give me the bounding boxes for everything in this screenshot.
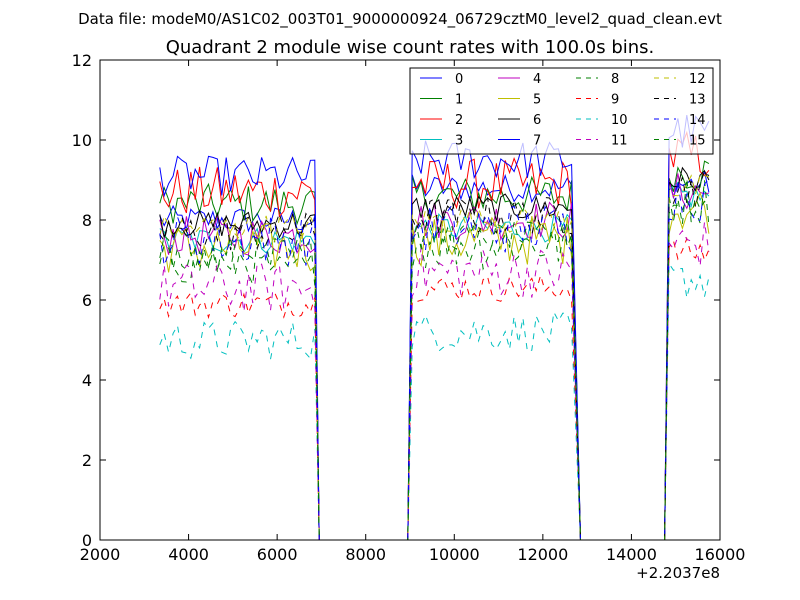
legend-label-13: 13 [689, 93, 706, 108]
chart-title: Quadrant 2 module wise count rates with … [166, 37, 655, 58]
x-offset-label: +2.2037e8 [636, 564, 720, 582]
series-line-12 [159, 174, 710, 540]
plot-area [159, 115, 710, 540]
series-line-3 [159, 181, 710, 540]
x-tick-label: 10000 [429, 545, 480, 564]
legend-label-6: 6 [533, 113, 541, 128]
x-tick-label: 16000 [695, 545, 746, 564]
legend-label-5: 5 [533, 93, 541, 108]
legend-label-11: 11 [611, 134, 628, 149]
y-tick-label: 6 [82, 291, 92, 310]
series-line-10 [159, 262, 710, 540]
x-tick-label: 6000 [257, 545, 298, 564]
series-line-8 [159, 178, 710, 540]
legend-label-7: 7 [533, 134, 541, 149]
legend-label-4: 4 [533, 72, 541, 87]
series-line-9 [159, 236, 710, 540]
series-line-15 [159, 197, 710, 540]
series-line-2 [159, 130, 710, 540]
y-tick-label: 4 [82, 371, 92, 390]
y-tick-label: 2 [82, 451, 92, 470]
x-tick-label: 8000 [345, 545, 386, 564]
y-tick-label: 10 [72, 131, 92, 150]
series-line-11 [159, 221, 710, 540]
series-line-4 [159, 173, 709, 540]
series-line-13 [159, 170, 710, 540]
legend-label-8: 8 [611, 72, 619, 87]
legend-label-15: 15 [689, 134, 706, 149]
axis-ticks: 2000 4000 6000 8000 10000 12000 14000 16000 0 2 4 6… [72, 51, 746, 564]
series-line-6 [159, 166, 710, 540]
legend-label-14: 14 [689, 113, 706, 128]
series-line-5 [159, 191, 710, 540]
x-tick-label: 14000 [606, 545, 657, 564]
series-line-1 [159, 160, 710, 540]
x-tick-label: 2000 [80, 545, 121, 564]
series-line-14 [159, 178, 710, 540]
y-tick-label: 12 [72, 51, 92, 70]
y-tick-label: 8 [82, 211, 92, 230]
x-tick-label: 12000 [517, 545, 568, 564]
legend-label-3: 3 [455, 134, 463, 149]
data-file-header: Data file: modeM0/AS1C02_003T01_90000009… [78, 10, 722, 29]
legend-label-10: 10 [611, 113, 628, 128]
legend-label-0: 0 [455, 72, 463, 87]
series-line-7 [159, 115, 710, 540]
y-tick-label: 0 [82, 531, 92, 550]
legend-label-9: 9 [611, 93, 619, 108]
x-tick-label: 4000 [168, 545, 209, 564]
legend-label-12: 12 [689, 72, 706, 87]
legend-label-1: 1 [455, 93, 463, 108]
legend-box [409, 67, 714, 155]
legend-label-2: 2 [455, 113, 463, 128]
